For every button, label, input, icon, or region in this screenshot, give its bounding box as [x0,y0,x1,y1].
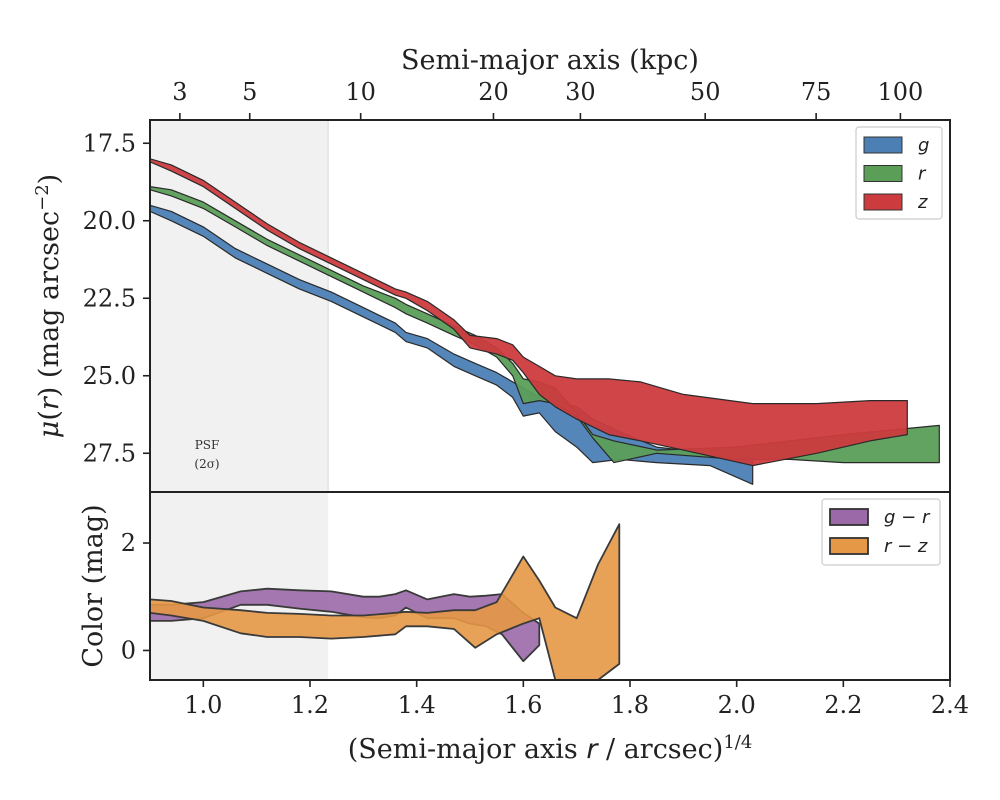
legend-label: g [918,135,929,156]
x-tick-label: 2.0 [718,691,756,719]
legend-label: r [918,164,927,185]
surface-brightness-panel [150,120,940,492]
psf-label-line2: (2σ) [194,457,219,471]
top-tick-label: 20 [478,78,509,106]
top-axis-title: Semi-major axis (kpc) [401,45,699,76]
x-tick-label: 1.4 [398,691,436,719]
axes-layer: 17.5 20.0 22.5 25.0 27.5 3 5 10 20 30 50 75 100 0 2 1.0… [83,78,970,719]
x-tick-label: 2.2 [824,691,862,719]
top-tick-label: 10 [345,78,376,106]
psf-region-bottom [150,492,329,680]
legend-swatch [863,165,903,182]
top-tick-label: 30 [565,78,596,106]
band-g-minus-r [150,587,541,663]
band-r-minus-z [150,523,621,680]
x-tick-label: 1.8 [611,691,649,719]
color-panel [150,492,621,680]
y-tick-label: 22.5 [83,284,136,312]
x-tick-label: 1.2 [291,691,329,719]
color-legend: g − r r − z [821,498,941,566]
legend-swatch [863,136,903,154]
bottom-panel-frame [149,491,951,681]
psf-region-top [150,120,329,492]
legend-label: g − r [884,507,931,528]
legend-swatch [829,537,869,555]
surface-brightness-axis-title: μ(r) (mag arcsec−2) [32,174,66,438]
top-tick-label: 50 [690,78,721,106]
y-tick-label: 20.0 [83,207,136,235]
color-y-tick-label: 0 [121,636,136,664]
top-tick-label: 75 [801,78,832,106]
legend-swatch [863,193,903,211]
x-tick-label: 1.6 [504,691,542,719]
legend-swatch [829,508,869,526]
y-tick-label: 25.0 [83,362,136,390]
y-tick-label: 27.5 [83,439,136,467]
legend-label: r − z [884,536,928,557]
top-tick-label: 3 [172,78,187,106]
top-legend: grz [855,126,943,220]
color-axis-title: Color (mag) [78,504,109,667]
y-tick-label: 17.5 [83,129,136,157]
x-tick-label: 1.0 [184,691,222,719]
legend-label: z [917,192,928,213]
psf-label-line1: PSF [195,438,220,452]
bottom-axis-title: (Semi-major axis r / arcsec)1/4 [348,732,753,766]
color-y-tick-label: 2 [121,529,136,557]
band-z [150,158,908,467]
x-tick-label: 2.4 [931,691,969,719]
top-tick-label: 100 [877,78,923,106]
top-tick-label: 5 [242,78,257,106]
